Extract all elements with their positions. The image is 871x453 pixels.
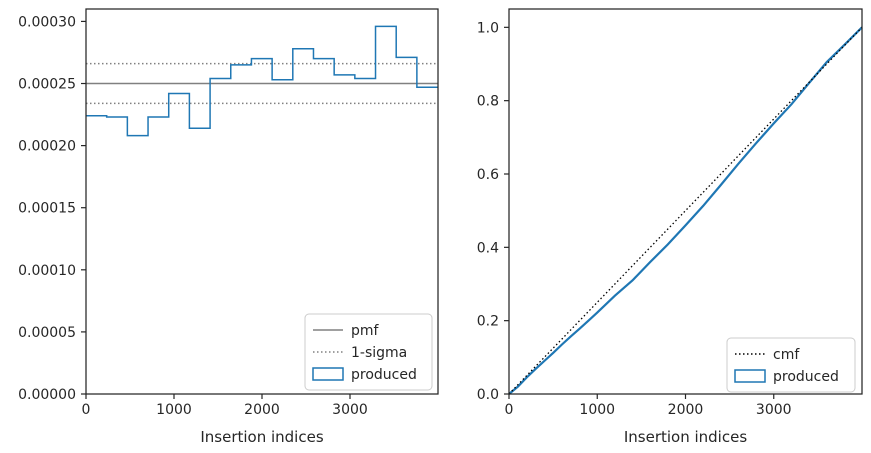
x-tick-label: 1000 [579,402,615,418]
x-axis-label: Insertion indices [200,428,323,446]
x-tick-label: 2000 [668,402,704,418]
chart-cmf: 0 1000 2000 3000 0.0 0.2 0.4 0.6 0.8 1.0 Inserti… [477,8,863,446]
reference-lines [86,62,438,105]
cmf-line [508,26,863,395]
x-axis: 0 1000 2000 3000 [505,394,792,418]
x-axis-label: Insertion indices [624,428,747,446]
y-tick-label: 0.0 [477,387,499,403]
x-tick-label: 0 [505,402,514,418]
legend: cmf produced [726,337,856,393]
y-tick-label: 0.6 [477,167,499,183]
x-tick-label: 3000 [756,402,792,418]
legend-label: produced [773,369,839,385]
legend-label: cmf [773,347,800,363]
y-tick-label: 0.00010 [18,263,76,279]
legend-box [304,313,433,391]
x-tick-label: 2000 [244,402,280,418]
legend: pmf 1-sigma produced [304,313,433,391]
y-axis: 0.0 0.2 0.4 0.6 0.8 1.0 [477,20,509,403]
y-tick-label: 0.00020 [18,139,76,155]
series-layer [508,26,863,395]
y-tick-label: 0.00030 [18,14,76,30]
y-tick-label: 0.8 [477,94,499,110]
plot-frame [508,8,863,395]
y-tick-label: 0.00015 [18,201,76,217]
legend-box [726,337,856,393]
chart-pmf: 0 1000 2000 3000 0.000000.000050.000100.000… [18,8,439,446]
y-tick-label: 0.00000 [18,387,76,403]
series-layer [86,25,438,137]
legend-label: pmf [351,323,380,339]
y-tick-label: 0.4 [477,240,499,256]
produced-histogram [86,25,438,137]
x-tick-label: 3000 [332,402,368,418]
y-tick-label: 0.2 [477,314,499,330]
legend-label: 1-sigma [351,345,407,361]
legend-label: produced [351,367,417,383]
produced-cdf-line [508,26,863,395]
y-tick-label: 0.00025 [18,77,76,93]
x-axis: 0 1000 2000 3000 [82,394,368,418]
x-tick-label: 1000 [156,402,192,418]
legend-swatch [312,367,344,381]
x-tick-label: 0 [82,402,91,418]
legend-swatch [734,369,766,383]
y-tick-label: 1.0 [477,20,499,36]
y-tick-label: 0.00005 [18,325,76,341]
y-axis: 0.00000 0.00005 0.00010 0.00015 0.00020 0.000… [18,14,86,403]
